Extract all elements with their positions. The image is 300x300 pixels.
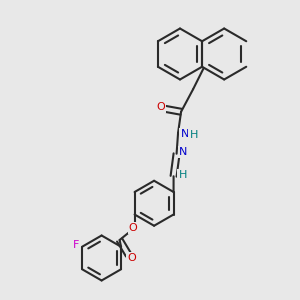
- Text: H: H: [178, 170, 187, 180]
- Text: F: F: [73, 240, 79, 250]
- Text: O: O: [157, 102, 165, 112]
- Text: O: O: [129, 223, 137, 233]
- Text: O: O: [127, 253, 136, 263]
- Text: N: N: [181, 129, 189, 139]
- Text: H: H: [190, 130, 198, 140]
- Text: N: N: [179, 147, 188, 157]
